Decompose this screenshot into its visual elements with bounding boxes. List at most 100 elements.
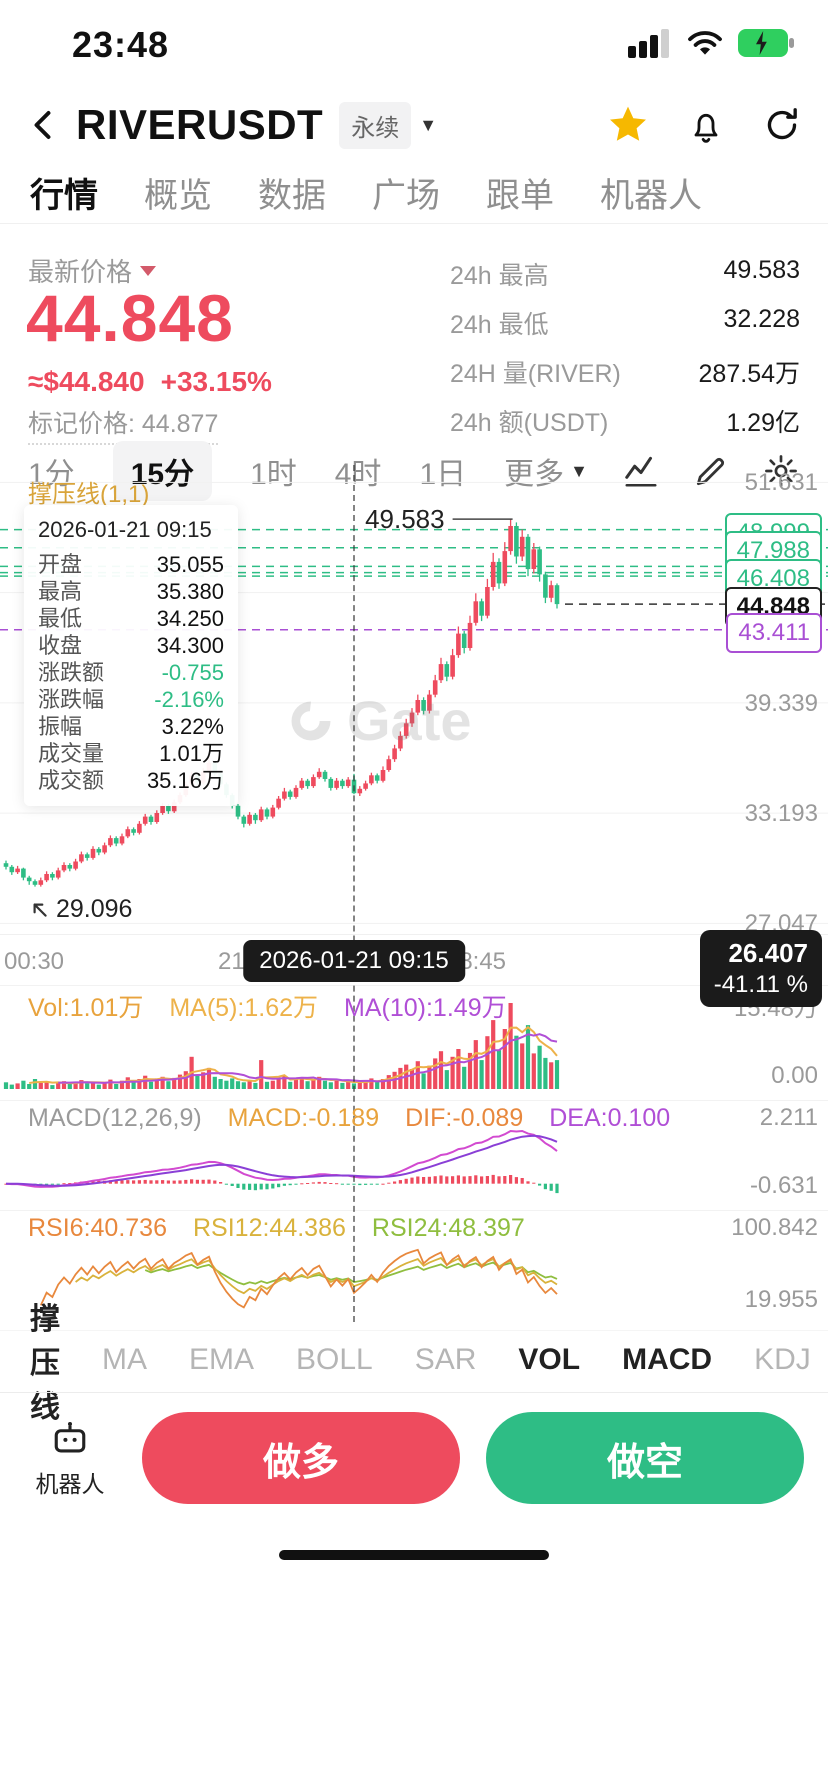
last-price-value: 44.848	[26, 281, 234, 355]
change-percent: +33.15%	[160, 366, 272, 397]
usd-price: ≈$44.840	[28, 366, 145, 397]
tooltip-datetime: 2026-01-21 09:15	[38, 517, 212, 542]
macd-min-label: -0.631	[749, 1172, 818, 1199]
trading-bot-button[interactable]: 机器人	[24, 1417, 116, 1499]
indicator-tab-macd[interactable]: MACD	[622, 1342, 713, 1376]
legend-item: RSI12:44.386	[193, 1214, 346, 1242]
notification-bell-button[interactable]	[686, 105, 726, 145]
header: RIVERUSDT 永续 ▼	[0, 88, 828, 162]
nav-tabs: 行情 概览 数据 广场 跟单 机器人	[0, 162, 828, 224]
nav-tab-data[interactable]: 数据	[258, 177, 326, 215]
indicator-tab-boll[interactable]: BOLL	[296, 1342, 373, 1376]
indicator-tab-ema[interactable]: EMA	[189, 1342, 255, 1376]
lightning-bolt-icon	[756, 31, 767, 55]
legend-item: Vol:1.01万	[28, 994, 144, 1022]
nav-tab-quotes[interactable]: 行情	[30, 177, 98, 215]
stat-row: 24h 最低 32.228	[450, 305, 800, 341]
corner-badge-percent: -41.11 %	[713, 971, 808, 998]
robot-icon	[54, 1421, 86, 1453]
volume-pane-canvas[interactable]	[0, 985, 828, 1095]
tooltip-label: 涨跌额	[38, 660, 105, 685]
home-indicator[interactable]	[279, 1550, 549, 1560]
chevron-down-icon: ▼	[419, 114, 438, 135]
tooltip-row: 最低 34.250	[38, 605, 224, 632]
timeframe-1h[interactable]: 1时	[250, 458, 297, 491]
tooltip-value: 1.01万	[159, 741, 224, 766]
volume-legend: Vol:1.01万 MA(5):1.62万 MA(10):1.49万	[28, 988, 507, 1024]
indicator-tab-sr-line[interactable]: 撑压线	[30, 1302, 60, 1424]
stat-value: 49.583	[723, 256, 800, 284]
mark-price: 标记价格: 44.877	[28, 404, 219, 445]
cellular-signal-icon	[628, 29, 669, 58]
timeframe-15m[interactable]: 15分	[112, 441, 213, 501]
low-marker-arrow-icon	[33, 903, 47, 917]
tooltip-label: 最低	[38, 606, 83, 631]
nav-tab-square[interactable]: 广场	[372, 177, 440, 215]
back-button[interactable]	[26, 103, 66, 147]
stat-row: 24h 最高 49.583	[450, 256, 800, 292]
tooltip-value: -0.755	[161, 660, 224, 685]
gate-watermark: Gate	[285, 688, 472, 753]
timeframe-4h[interactable]: 4时	[334, 458, 382, 491]
sr-indicator-label: 撑压线(1,1)	[28, 481, 150, 508]
tooltip-label: 收盘	[38, 633, 83, 658]
tooltip-row: 最高 35.380	[38, 578, 224, 605]
indicator-tab-ma[interactable]: MA	[102, 1342, 147, 1376]
indicator-tabs: 撑压线MAEMABOLLSARVOLMACDKDJRSI	[0, 1303, 828, 1424]
last-price-label: 最新价格	[28, 257, 133, 287]
tooltip-value: -2.16%	[154, 687, 224, 712]
rsi-min-label: 19.955	[744, 1286, 818, 1313]
timeframe-more[interactable]: 更多 ▼	[504, 458, 588, 491]
nav-tab-bots[interactable]: 机器人	[600, 177, 702, 215]
tooltip-row: 成交额 35.16万	[38, 767, 224, 794]
divider	[0, 1392, 828, 1393]
macd-legend: MACD(12,26,9) MACD:-0.189 DIF:-0.089 DEA:0.…	[28, 1104, 670, 1133]
price-chart-canvas[interactable]	[0, 465, 828, 935]
back-chevron-icon	[34, 111, 51, 139]
macd-pane-canvas[interactable]	[0, 1100, 828, 1205]
status-time: 23:48	[72, 24, 170, 65]
timeframe-1m[interactable]: 1分	[28, 458, 75, 491]
legend-item: MA(10):1.49万	[344, 994, 507, 1022]
indicator-tab-vol[interactable]: VOL	[518, 1342, 581, 1376]
legend-item: MA(5):1.62万	[169, 994, 319, 1022]
macd-max-label: 2.211	[759, 1104, 818, 1131]
status-icons	[628, 28, 794, 58]
timeframe-list: 1分 15分 1时 4时 1日 更多 ▼	[28, 441, 588, 501]
indicator-tab-sar[interactable]: SAR	[414, 1342, 477, 1376]
legend-item: DEA:0.100	[549, 1104, 671, 1132]
tooltip-label: 最高	[38, 579, 83, 604]
rsi-pane-canvas[interactable]	[0, 1210, 828, 1322]
indicator-tab-kdj[interactable]: KDJ	[754, 1342, 811, 1376]
y-axis-label: 39.339	[744, 689, 818, 717]
price-tag-purple: 43.411	[726, 612, 822, 653]
legend-item: MACD:-0.189	[227, 1104, 380, 1132]
gate-logo-icon	[291, 701, 331, 740]
corner-price-badge: 26.407 -41.11 %	[699, 930, 822, 1007]
rsi-legend: RSI6:40.736 RSI12:44.386 RSI24:48.397	[28, 1214, 525, 1243]
last-price-label-dropdown[interactable]: 最新价格	[28, 252, 157, 289]
nav-tab-copy-trading[interactable]: 跟单	[486, 177, 554, 215]
stat-label: 24h 额(USDT)	[450, 409, 609, 437]
favorite-star-button[interactable]	[606, 103, 650, 147]
contract-type-dropdown[interactable]: 永续 ▼	[339, 101, 438, 149]
stat-row: 24h 额(USDT) 1.29亿	[450, 403, 800, 439]
refresh-button[interactable]	[762, 105, 802, 145]
chart-style-button[interactable]	[622, 452, 660, 490]
stat-value: 32.228	[723, 305, 800, 333]
open-long-button[interactable]: 做多	[142, 1412, 460, 1504]
low-price-annotation: 29.096	[28, 895, 132, 924]
open-short-button[interactable]: 做空	[486, 1412, 804, 1504]
draw-pencil-button[interactable]	[692, 452, 730, 490]
nav-tab-overview[interactable]: 概览	[144, 177, 212, 215]
symbol-title: RIVERUSDT	[76, 101, 324, 148]
settings-gear-button[interactable]	[762, 452, 800, 490]
tooltip-row: 开盘 35.055	[38, 551, 224, 578]
tooltip-value: 35.380	[156, 579, 224, 604]
legend-item: RSI24:48.397	[371, 1214, 525, 1242]
timeframe-1d[interactable]: 1日	[419, 458, 467, 491]
tooltip-label: 开盘	[38, 552, 83, 577]
tooltip-label: 振幅	[38, 714, 83, 739]
stat-label: 24h 最高	[450, 262, 549, 290]
